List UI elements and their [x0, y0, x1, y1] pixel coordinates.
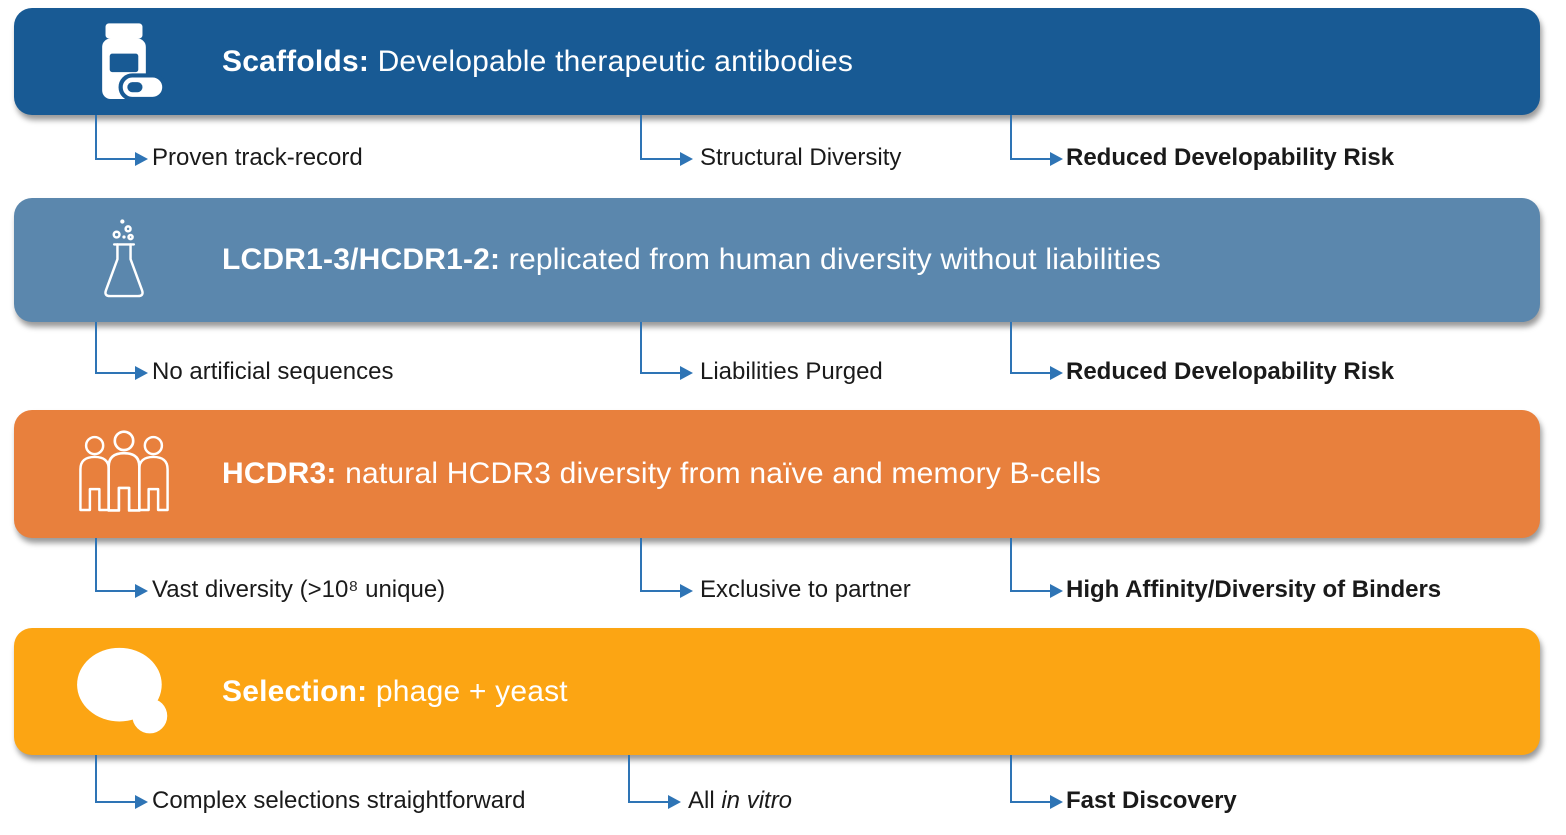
benefit-text: Proven track-record [152, 143, 363, 173]
benefit-text: Liabilities Purged [700, 357, 883, 387]
benefit-label: All [688, 787, 722, 814]
elbow-arrow-icon [640, 322, 693, 380]
outcome-text: Reduced Developability Risk [1066, 143, 1394, 173]
benefit-text: Complex selections straightforward [152, 786, 526, 816]
banner-title-selection: Selection: phage + yeast [222, 675, 1516, 709]
outcome-label: Reduced Developability Risk [1066, 358, 1395, 385]
banner-title-lead: LCDR1-3/HCDR1-2: [222, 243, 501, 276]
banner-hcdr3: HCDR3: natural HCDR3 diversity from naïv… [14, 410, 1540, 538]
elbow-arrow-icon [95, 538, 148, 598]
benefit-label: Proven track-record [152, 144, 363, 171]
outcome-label: Reduced Developability Risk [1066, 144, 1395, 171]
banner-selection: Selection: phage + yeast [14, 628, 1540, 755]
flask-icon [59, 208, 189, 312]
elbow-arrow-icon [95, 755, 148, 809]
benefit-label: Exclusive to partner [700, 576, 911, 603]
benefit-text: All in vitro [688, 786, 792, 816]
speech-bubble-icon [59, 646, 189, 738]
banner-title-scaffolds: Scaffolds: Developable therapeutic antib… [222, 45, 1516, 79]
elbow-arrow-icon [640, 538, 693, 598]
benefit-text: Structural Diversity [700, 143, 901, 173]
outcome-text: Reduced Developability Risk [1066, 357, 1394, 387]
benefit-label: Structural Diversity [700, 144, 902, 171]
pill-bottle-icon [59, 13, 189, 111]
banner-title-lcdr-hcdr: LCDR1-3/HCDR1-2: replicated from human d… [222, 243, 1516, 277]
elbow-arrow-icon [1010, 322, 1063, 380]
elbow-arrow-icon [628, 755, 681, 809]
benefit-label: Liabilities Purged [700, 358, 883, 385]
elbow-arrow-icon [95, 322, 148, 380]
people-group-icon [59, 430, 189, 518]
banner-lcdr-hcdr: LCDR1-3/HCDR1-2: replicated from human d… [14, 198, 1540, 322]
banner-scaffolds: Scaffolds: Developable therapeutic antib… [14, 8, 1540, 115]
banner-title-lead: Scaffolds: [222, 44, 370, 78]
outcome-text: High Affinity/Diversity of Binders [1066, 575, 1441, 605]
banner-title-rest: replicated from human diversity without … [500, 243, 1161, 276]
banner-title-rest: natural HCDR3 diversity from naïve and m… [336, 457, 1101, 490]
elbow-arrow-icon [1010, 755, 1063, 809]
benefit-text: Exclusive to partner [700, 575, 911, 605]
outcome-label: High Affinity/Diversity of Binders [1066, 576, 1442, 603]
benefit-label: Vast diversity (>10⁸ unique) [152, 576, 446, 603]
elbow-arrow-icon [95, 115, 148, 166]
banner-title-hcdr3: HCDR3: natural HCDR3 diversity from naïv… [222, 457, 1516, 491]
elbow-arrow-icon [640, 115, 693, 166]
banner-title-lead: Selection: [222, 674, 368, 708]
banner-title-rest: Developable therapeutic antibodies [369, 44, 854, 78]
benefit-label-italic: in vitro [721, 787, 793, 814]
benefit-label: Complex selections straightforward [152, 787, 526, 814]
elbow-arrow-icon [1010, 538, 1063, 598]
outcome-label: Fast Discovery [1066, 787, 1237, 814]
banner-title-rest: phage + yeast [367, 674, 568, 708]
banner-title-lead: HCDR3: [222, 457, 337, 490]
outcome-text: Fast Discovery [1066, 786, 1237, 816]
elbow-arrow-icon [1010, 115, 1063, 166]
benefit-label: No artificial sequences [152, 358, 394, 385]
benefit-text: No artificial sequences [152, 357, 393, 387]
benefit-text: Vast diversity (>10⁸ unique) [152, 575, 445, 605]
